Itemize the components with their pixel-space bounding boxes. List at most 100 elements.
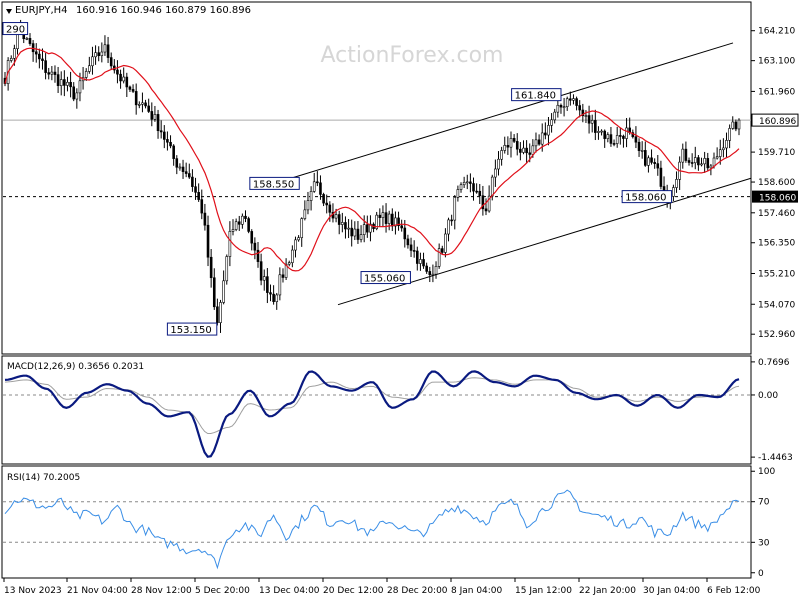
time-axis-label: 6 Feb 12:00 xyxy=(707,586,761,596)
candle-body xyxy=(225,256,229,282)
price-annotation-label: 161.840 xyxy=(515,91,556,102)
rsi-title: RSI(14) 70.2005 xyxy=(7,473,80,483)
candle-body xyxy=(328,204,332,213)
candle-body xyxy=(303,209,307,219)
candle-body xyxy=(109,57,113,67)
candle-body xyxy=(650,157,653,163)
candle-body xyxy=(266,276,269,293)
candle-body xyxy=(537,139,541,145)
candle-body xyxy=(528,152,532,155)
candle-body xyxy=(534,139,538,147)
candle-body xyxy=(334,214,338,219)
candle-body xyxy=(434,266,438,275)
candle-body xyxy=(59,79,63,86)
candle-body xyxy=(63,79,66,86)
candle-body xyxy=(350,227,353,237)
candle-body xyxy=(119,73,122,82)
symbol-label: EURJPY,H4 xyxy=(15,5,68,16)
candle-body xyxy=(594,120,597,133)
candle-body xyxy=(625,127,628,139)
candle-body xyxy=(700,163,703,166)
candle-body xyxy=(603,130,606,139)
candle-body xyxy=(56,74,60,86)
candle-body xyxy=(597,131,600,133)
candle-body xyxy=(419,259,422,264)
price-axis-label: 156.350 xyxy=(758,239,795,249)
candle-body xyxy=(697,157,700,166)
candle-body xyxy=(13,48,16,59)
watermark: ActionForex.com xyxy=(321,43,504,68)
candle-body xyxy=(122,76,125,82)
candle-body xyxy=(437,248,441,267)
candle-body xyxy=(512,138,516,142)
candle-body xyxy=(184,171,188,174)
candle-body xyxy=(462,181,466,186)
candle-body xyxy=(653,162,656,164)
candle-body xyxy=(347,227,350,230)
candle-body xyxy=(162,131,166,140)
candle-body xyxy=(356,228,360,240)
candle-body xyxy=(138,104,141,106)
candle-body xyxy=(359,234,363,240)
candle-body xyxy=(725,140,728,149)
price-axis-label: 164.210 xyxy=(758,27,795,37)
candle-body xyxy=(262,276,266,281)
candle-body xyxy=(712,157,716,167)
candle-body xyxy=(47,72,51,75)
time-axis-label: 30 Jan 04:00 xyxy=(643,586,700,596)
candle-body xyxy=(75,92,79,100)
candle-body xyxy=(175,158,179,168)
candle-body xyxy=(500,150,503,160)
candle-body xyxy=(728,128,731,141)
candle-body xyxy=(687,160,691,163)
candle-body xyxy=(134,91,138,106)
candle-body xyxy=(28,38,32,44)
candle-body xyxy=(562,106,566,108)
candle-body xyxy=(569,98,572,101)
candle-body xyxy=(503,145,507,151)
candle-body xyxy=(559,104,563,108)
candle-body xyxy=(681,148,685,163)
support-price-tag xyxy=(752,190,798,203)
candle-body xyxy=(103,44,107,53)
candle-body xyxy=(472,183,475,192)
candle-body xyxy=(322,194,325,204)
candle-body xyxy=(587,115,591,124)
candle-body xyxy=(400,225,403,229)
candle-body xyxy=(656,163,660,169)
rsi-axis-label: 0 xyxy=(758,569,764,579)
candle-body xyxy=(415,250,419,264)
candle-body xyxy=(450,219,453,222)
candle-body xyxy=(565,98,569,107)
candle-body xyxy=(319,182,322,195)
candle-body xyxy=(294,239,297,251)
candle-body xyxy=(647,157,650,166)
candle-body xyxy=(106,44,110,58)
candle-body xyxy=(287,262,291,265)
candle-body xyxy=(422,259,425,267)
candle-body xyxy=(718,149,722,157)
price-annotation-box xyxy=(166,322,218,336)
candle-body xyxy=(341,222,344,225)
candle-body xyxy=(509,138,513,148)
candle-body xyxy=(97,52,101,57)
candle-body xyxy=(244,215,247,219)
candle-body xyxy=(219,302,222,323)
price-annotation-box xyxy=(511,88,562,102)
candle-body xyxy=(578,105,582,111)
candle-body xyxy=(94,52,97,58)
candle-body xyxy=(387,213,391,224)
time-axis-label: 13 Nov 2023 xyxy=(4,586,62,596)
candle-body xyxy=(325,202,329,206)
candle-body xyxy=(384,212,388,224)
candle-body xyxy=(131,89,135,92)
candle-body xyxy=(515,141,519,150)
candle-body xyxy=(253,242,257,251)
candle-body xyxy=(312,181,316,192)
candle-body xyxy=(734,121,738,130)
price-annotation-box xyxy=(360,271,411,285)
price-panel-frame xyxy=(1,1,752,355)
collapse-triangle-icon[interactable] xyxy=(6,9,12,14)
candle-body xyxy=(206,224,210,258)
